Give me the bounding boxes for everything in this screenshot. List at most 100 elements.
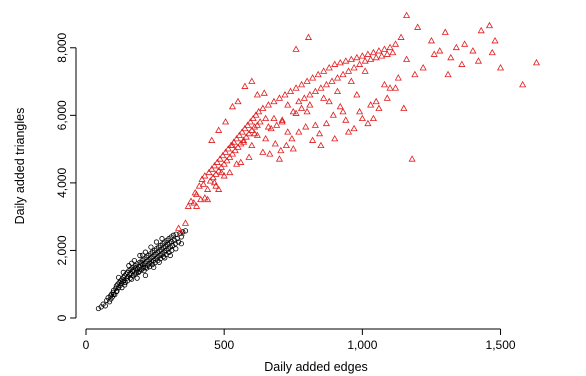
data-point (358, 52, 366, 59)
data-point (259, 104, 267, 111)
data-point (397, 33, 405, 40)
data-point (458, 60, 466, 67)
data-point (226, 168, 234, 176)
data-point (361, 57, 369, 64)
data-point (350, 64, 358, 71)
data-point (248, 141, 256, 149)
data-point (175, 239, 182, 245)
data-point (367, 55, 375, 62)
data-point (364, 50, 372, 57)
data-point (383, 50, 391, 57)
data-point (347, 55, 355, 62)
data-point (251, 123, 259, 130)
data-point (300, 94, 308, 101)
data-point (223, 156, 231, 164)
data-point (126, 263, 132, 269)
data-point (303, 77, 311, 84)
data-point (192, 190, 201, 198)
data-point (251, 129, 259, 137)
data-point (306, 101, 314, 108)
data-point (389, 48, 397, 56)
data-point (278, 118, 286, 125)
data-point (333, 87, 342, 95)
data-point (228, 150, 237, 157)
data-point (181, 219, 190, 226)
data-point (361, 67, 369, 74)
data-point (108, 296, 114, 302)
data-point (277, 146, 285, 154)
data-point (239, 136, 248, 143)
data-point (120, 269, 126, 275)
data-point (209, 173, 217, 181)
y-tick-label: 8,000 (55, 32, 69, 62)
data-point (224, 145, 232, 152)
data-point (271, 140, 279, 147)
data-point (288, 134, 296, 142)
x-tick-label: 0 (83, 338, 90, 352)
data-point (253, 91, 261, 98)
data-point (111, 291, 117, 297)
data-point (292, 84, 300, 91)
data-point (311, 87, 319, 95)
data-point (264, 101, 272, 108)
data-point (187, 197, 195, 204)
data-point (403, 11, 411, 19)
y-tick-label: 6,000 (55, 100, 69, 130)
data-point (356, 107, 364, 115)
y-tick-label: 4,000 (55, 168, 69, 198)
data-point (210, 161, 219, 169)
data-point (383, 94, 391, 101)
data-point (144, 265, 150, 271)
data-point (220, 160, 228, 167)
data-point (309, 74, 317, 81)
data-point (216, 155, 224, 162)
data-point (380, 80, 389, 88)
data-point (386, 84, 394, 91)
data-point (178, 241, 184, 247)
data-point (184, 202, 192, 209)
data-point (284, 128, 292, 135)
data-point (350, 124, 358, 132)
data-point (266, 150, 274, 157)
data-point (380, 45, 389, 52)
data-point (201, 194, 209, 201)
data-point (331, 60, 339, 67)
data-point (297, 80, 306, 88)
y-tick-label: 0 (55, 314, 69, 321)
data-point (226, 153, 234, 160)
data-point (198, 175, 206, 182)
data-point (325, 97, 333, 105)
data-point (262, 114, 270, 122)
data-point (273, 121, 281, 128)
data-point (353, 91, 361, 98)
data-point (206, 177, 214, 184)
data-point (286, 87, 295, 95)
data-point (491, 37, 499, 44)
data-point (485, 21, 494, 29)
data-point (239, 138, 248, 145)
data-point (212, 170, 220, 177)
y-tick-label: 2,000 (55, 235, 69, 265)
data-point (220, 172, 228, 179)
data-point (122, 282, 128, 288)
data-point (260, 89, 268, 96)
data-point (173, 246, 179, 252)
data-point (488, 48, 496, 56)
data-point (167, 252, 173, 259)
data-point (358, 114, 366, 122)
data-point (267, 124, 275, 132)
data-point (244, 121, 252, 128)
data-point (317, 84, 325, 91)
data-point (322, 80, 331, 88)
data-point (414, 23, 422, 30)
data-point (113, 285, 119, 291)
data-point (320, 67, 328, 74)
data-point (95, 305, 102, 312)
data-point (169, 242, 176, 248)
data-point (469, 47, 477, 54)
data-point (262, 134, 270, 142)
data-point (336, 58, 344, 66)
data-point (315, 129, 324, 137)
data-point (246, 118, 255, 125)
data-point (129, 260, 135, 266)
